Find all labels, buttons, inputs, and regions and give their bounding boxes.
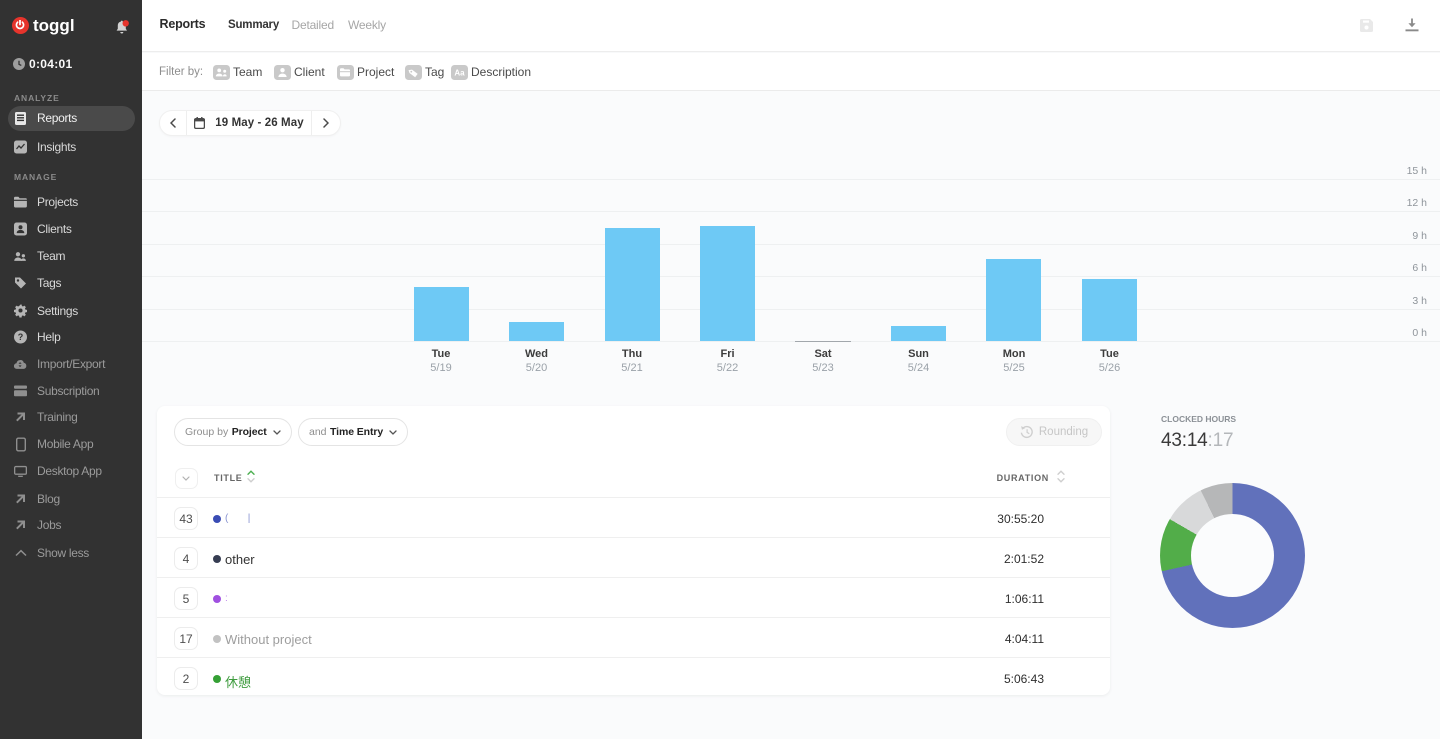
svg-text:Aa: Aa <box>454 68 465 77</box>
svg-text:?: ? <box>18 332 24 342</box>
